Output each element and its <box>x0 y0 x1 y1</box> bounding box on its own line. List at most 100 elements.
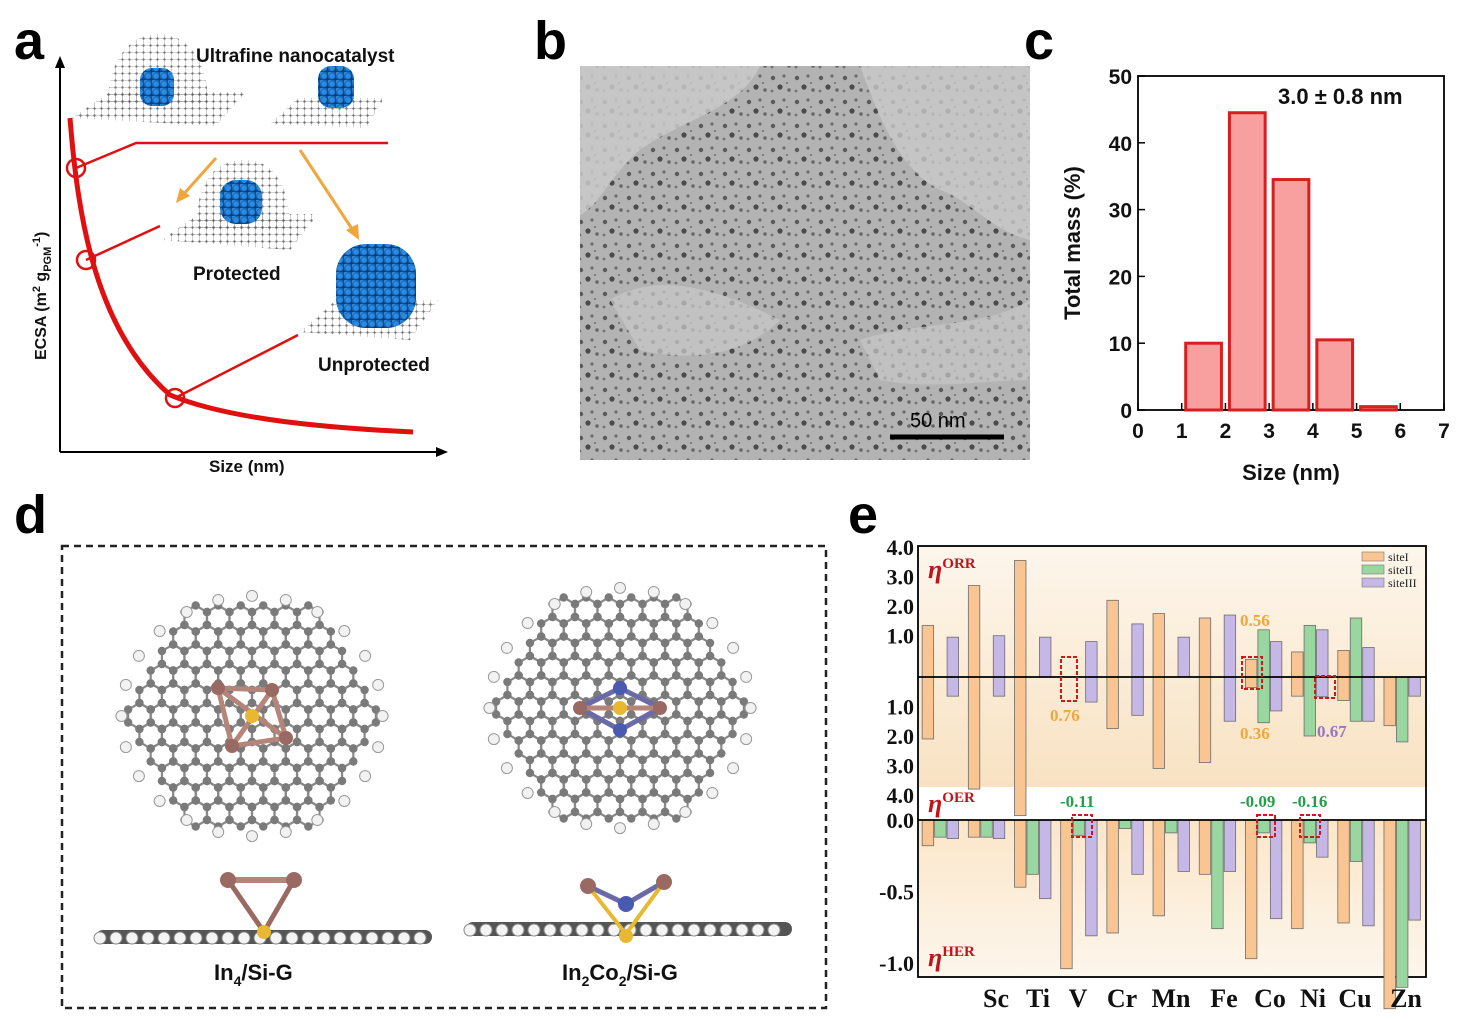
her-bar-5-0 <box>1152 819 1165 917</box>
e-ytick-orr-up-3: 1.0 <box>887 624 915 649</box>
c-xtick-label-5: 5 <box>1351 420 1363 443</box>
panel-a-y-arrow-icon <box>55 56 65 68</box>
orr-bar-down-9-2 <box>1362 676 1375 722</box>
highlight-box-ni-oer <box>1299 814 1321 838</box>
marker-unprotected <box>164 387 186 409</box>
orr-bar-up-6-0 <box>1198 617 1212 678</box>
her-bar-6-1 <box>1211 819 1224 930</box>
orr-bar-up-7-2 <box>1269 641 1283 678</box>
panel-b: 50 nm <box>580 66 1030 460</box>
c-xtick-label-2: 2 <box>1220 420 1232 443</box>
orr-bar-up-3-2 <box>1085 641 1098 678</box>
annotation-ni-orr: 0.67 <box>1317 722 1347 741</box>
orr-bar-down-8-2 <box>1316 676 1329 698</box>
c-ytick-label-30: 30 <box>1109 200 1132 223</box>
her-bar-9-2 <box>1362 819 1375 927</box>
c-xtick-label-0: 0 <box>1132 420 1144 443</box>
orr-bar-down-0-2 <box>946 676 959 697</box>
panel-c-ylabel: Total mass (%) <box>1060 166 1085 320</box>
panel-a-title: Ultrafine nanocatalyst <box>196 46 395 67</box>
arrow-to-unprotected <box>298 149 356 233</box>
c-ytick-label-10: 10 <box>1109 333 1132 356</box>
e-xtick-cu: Cu <box>1338 984 1371 1013</box>
e-ytick-orr-down-3: 4.0 <box>887 783 915 808</box>
her-bar-4-2 <box>1131 819 1144 875</box>
highlight-box-v-oer <box>1071 814 1093 838</box>
graphene-sheet-right <box>483 581 757 835</box>
annotation-v-oer: -0.11 <box>1060 792 1094 811</box>
eta-orr-label: ηORR <box>928 555 976 584</box>
her-bar-3-1 <box>1072 819 1086 837</box>
orr-bar-up-4-0 <box>1106 599 1119 678</box>
orr-bar-down-1-0 <box>967 676 981 790</box>
orr-bar-up-1-0 <box>967 585 981 678</box>
annotation-co-orr-bottom: 0.36 <box>1240 724 1270 743</box>
orr-bar-up-9-1 <box>1349 617 1363 678</box>
her-bar-1-0 <box>967 819 981 838</box>
cluster-in2co2-top <box>573 681 667 737</box>
panel-a-xlabel: Size (nm) <box>209 457 285 476</box>
c-ytick-label-0: 0 <box>1120 400 1132 423</box>
panel-letter-a: a <box>14 11 45 71</box>
panel-a-x-arrow-icon <box>436 447 448 457</box>
orr-bar-down-3-2 <box>1085 676 1098 703</box>
orr-bar-down-9-0 <box>1337 676 1350 702</box>
arrow-to-protected-head-icon <box>176 188 190 203</box>
legend-swatch-siteIII <box>1361 577 1385 588</box>
label-protected: Protected <box>193 264 281 285</box>
her-bar-5-2 <box>1177 819 1190 872</box>
e-xtick-mn: Mn <box>1152 984 1192 1013</box>
side-view-in4 <box>93 872 432 945</box>
panel-c-histogram: 0 1 2 3 4 5 6 7 0 10 20 30 40 50 3.0 ± 0.8 nm Size (… <box>1060 66 1450 485</box>
orr-bar-up-5-0 <box>1152 613 1165 678</box>
e-ytick-her-0: 0.0 <box>887 808 915 833</box>
orr-bar-up-4-2 <box>1131 623 1144 678</box>
orr-bar-up-2-0 <box>1014 560 1027 678</box>
c-xtick-label-1: 1 <box>1176 420 1188 443</box>
e-xtick-sc: Sc <box>983 984 1009 1013</box>
label-in2co2-si-g: In2Co2/Si-G <box>562 960 678 989</box>
orr-bar-up-7-1 <box>1257 629 1270 678</box>
annotation-co-oer: -0.09 <box>1240 792 1275 811</box>
her-bar-7-0 <box>1245 819 1258 960</box>
annotation-ni-oer: -0.16 <box>1292 792 1327 811</box>
highlight-box-ni-orr <box>1314 675 1336 699</box>
orr-bar-down-10-2 <box>1408 676 1421 697</box>
connector-ultrafine <box>75 141 388 170</box>
orr-bar-down-2-0 <box>1014 676 1027 817</box>
panel-letter-c: c <box>1024 11 1055 71</box>
her-bar-9-1 <box>1349 819 1363 862</box>
highlight-box-co-oer <box>1256 814 1276 838</box>
label-unprotected: Unprotected <box>318 355 430 376</box>
her-bar-2-1 <box>1026 819 1039 875</box>
marker-protected <box>75 249 97 271</box>
arrow-to-protected <box>180 156 218 198</box>
panel-a: Ultrafine nanocatalyst Protected Unprote… <box>31 34 448 476</box>
orr-bar-down-1-2 <box>992 676 1006 697</box>
e-ytick-her-2: -1.0 <box>879 951 914 976</box>
orr-bar-down-10-1 <box>1396 676 1409 743</box>
histogram-bar-4 <box>1315 338 1355 412</box>
c-ytick-label-50: 50 <box>1109 66 1132 89</box>
eta-her-label: ηHER <box>928 943 975 972</box>
her-bar-10-0 <box>1383 819 1396 1010</box>
legend-label-siteIII: siteIII <box>1388 576 1417 590</box>
legend-swatch-siteII <box>1361 564 1385 575</box>
annotation-v-orr: 0.76 <box>1050 706 1080 725</box>
orr-bar-down-7-2 <box>1269 676 1283 712</box>
her-bar-0-0 <box>921 819 935 847</box>
orr-bar-up-6-2 <box>1223 614 1237 678</box>
ecsa-decay-curve <box>67 117 414 435</box>
orr-bar-up-0-0 <box>921 624 935 678</box>
orr-bar-down-7-1 <box>1257 676 1270 724</box>
c-xtick-label-4: 4 <box>1307 420 1319 443</box>
her-bar-0-2 <box>946 819 959 839</box>
c-xtick-label-7: 7 <box>1438 420 1450 443</box>
her-bar-10-2 <box>1408 819 1421 921</box>
orr-bar-down-4-2 <box>1131 676 1144 716</box>
orr-bar-down-4-0 <box>1106 676 1119 730</box>
her-bar-8-2 <box>1316 819 1329 858</box>
her-bar-6-2 <box>1223 819 1237 872</box>
orr-bar-down-6-0 <box>1198 676 1212 763</box>
